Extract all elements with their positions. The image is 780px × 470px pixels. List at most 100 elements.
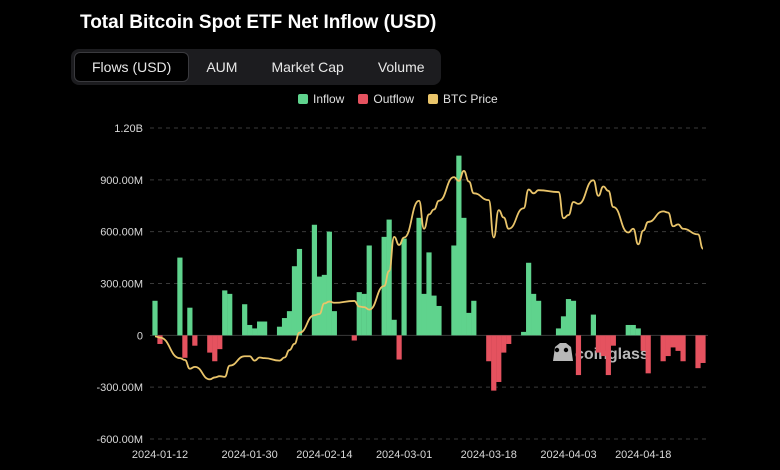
outflow-bar bbox=[695, 335, 701, 369]
outflow-bar bbox=[182, 335, 188, 358]
x-tick-label: 2024-04-18 bbox=[615, 449, 671, 461]
inflow-bar bbox=[366, 245, 372, 336]
outflow-bar bbox=[680, 335, 686, 362]
outflow-bar bbox=[496, 335, 502, 382]
btc-price-series bbox=[154, 170, 704, 381]
outflow-bar bbox=[192, 335, 198, 346]
inflow-bar bbox=[291, 266, 298, 336]
x-tick-label: 2024-02-14 bbox=[296, 449, 352, 461]
outflow-bar bbox=[595, 335, 601, 353]
outflow-bar bbox=[396, 335, 402, 360]
y-tick-label: 900.00M bbox=[100, 175, 143, 187]
legend-label-outflow: Outflow bbox=[373, 92, 415, 106]
outflow-bar bbox=[217, 335, 223, 350]
inflow-bar bbox=[252, 328, 258, 336]
legend-item-inflow[interactable]: Inflow bbox=[298, 92, 344, 106]
tab-aum[interactable]: AUM bbox=[206, 59, 238, 75]
inflow-bar bbox=[635, 328, 641, 336]
inflow-bar bbox=[526, 262, 532, 336]
inflow-bar bbox=[401, 238, 407, 336]
y-axis-labels: -600.00M -300.00M 0 300.00M 600.00M 900.00M 1.… bbox=[97, 123, 143, 446]
inflow-bar bbox=[625, 324, 631, 336]
tab-flows-usd[interactable]: Flows (USD) bbox=[74, 52, 190, 82]
inflow-bar bbox=[296, 248, 303, 336]
inflow-bar bbox=[311, 224, 318, 336]
outflow-bar bbox=[700, 335, 706, 363]
legend-label-btc-price: BTC Price bbox=[443, 92, 498, 106]
chart-legend: Inflow Outflow BTC Price bbox=[298, 92, 498, 106]
outflow-bar bbox=[212, 335, 218, 362]
coinglass-logo-icon bbox=[553, 343, 573, 361]
outflow-bar bbox=[491, 335, 497, 391]
outflow-bar bbox=[501, 335, 507, 353]
inflow-bar bbox=[222, 290, 228, 336]
inflow-bar bbox=[316, 276, 322, 336]
inflow-bar bbox=[227, 293, 233, 336]
inflow-bar bbox=[521, 331, 527, 336]
inflow-bar bbox=[276, 326, 283, 336]
outflow-bar bbox=[605, 335, 611, 376]
outflow-bar bbox=[610, 335, 616, 346]
coinglass-watermark: coinglass bbox=[553, 343, 649, 363]
tab-volume[interactable]: Volume bbox=[377, 59, 425, 75]
inflow-bar bbox=[262, 321, 268, 336]
inflow-bar bbox=[630, 324, 636, 336]
legend-item-outflow[interactable]: Outflow bbox=[358, 92, 414, 106]
outflow-bar bbox=[207, 335, 213, 353]
inflow-bar bbox=[471, 300, 477, 336]
inflow-bar bbox=[361, 293, 367, 336]
metric-tab-bar: Flows (USD) AUM Market Cap Volume bbox=[71, 49, 441, 85]
inflow-bar bbox=[326, 231, 332, 336]
tab-market-cap[interactable]: Market Cap bbox=[271, 59, 344, 75]
inflow-bar bbox=[421, 293, 427, 336]
inflow-bar bbox=[356, 292, 362, 336]
outflow-bar bbox=[645, 335, 651, 374]
inflow-bar bbox=[242, 304, 248, 336]
inflow-bar bbox=[531, 293, 537, 336]
inflow-bar bbox=[456, 155, 462, 336]
x-tick-label: 2024-01-12 bbox=[132, 449, 188, 461]
inflow-bar bbox=[247, 324, 253, 336]
x-tick-label: 2024-03-18 bbox=[461, 449, 517, 461]
inflow-bar bbox=[466, 312, 472, 336]
inflow-bar bbox=[426, 252, 432, 336]
legend-swatch-inflow bbox=[298, 94, 308, 104]
legend-label-inflow: Inflow bbox=[313, 92, 345, 106]
y-tick-label: 600.00M bbox=[100, 227, 143, 239]
y-tick-label: 1.20B bbox=[114, 123, 143, 135]
inflow-bar bbox=[560, 316, 567, 336]
inflow-bar bbox=[386, 219, 392, 336]
y-tick-label: -600.00M bbox=[97, 434, 143, 446]
y-tick-label: 0 bbox=[137, 330, 143, 342]
inflow-bar bbox=[565, 299, 572, 336]
inflow-bar bbox=[177, 257, 183, 336]
inflow-bar bbox=[461, 217, 467, 336]
outflow-bar bbox=[506, 335, 512, 344]
inflow-bar bbox=[536, 300, 542, 336]
inflow-bar bbox=[590, 314, 596, 336]
outflow-bar bbox=[157, 335, 163, 344]
coinglass-wordmark: coinglass bbox=[575, 346, 649, 363]
outflow-bar bbox=[351, 335, 357, 341]
inflow-bar bbox=[416, 217, 422, 336]
outflow-bar bbox=[660, 335, 666, 362]
x-tick-label: 2024-03-01 bbox=[376, 449, 432, 461]
inflow-bar bbox=[391, 319, 397, 336]
outflow-bar bbox=[675, 335, 681, 351]
inflow-bar bbox=[436, 305, 442, 336]
outflow-bar bbox=[486, 335, 492, 362]
inflow-bar bbox=[321, 274, 327, 336]
outflow-bar bbox=[600, 335, 606, 357]
flow-bars bbox=[152, 155, 706, 391]
inflow-bar bbox=[451, 245, 457, 336]
legend-swatch-outflow bbox=[358, 94, 369, 104]
inflow-bar bbox=[570, 300, 577, 336]
inflow-bar bbox=[281, 318, 288, 336]
chart-title: Total Bitcoin Spot ETF Net Inflow (USD) bbox=[80, 12, 437, 33]
outflow-bar bbox=[665, 335, 671, 357]
legend-item-btc-price[interactable]: BTC Price bbox=[428, 92, 498, 106]
outflow-bar bbox=[575, 335, 582, 376]
inflow-bar bbox=[431, 295, 437, 336]
x-tick-label: 2024-04-03 bbox=[540, 449, 596, 461]
